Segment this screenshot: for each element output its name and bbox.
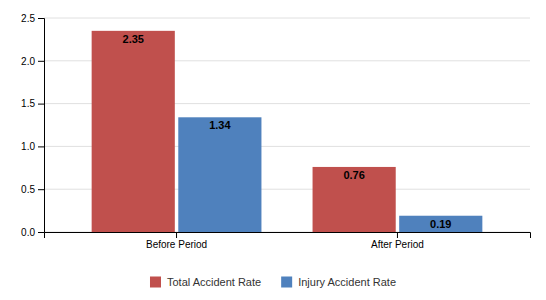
plot: 0.0 0.5 1.0 1.5 2.0 2.5 Before Period After Per… (21, 13, 530, 250)
bar (399, 216, 482, 232)
y-tick-label: 2.0 (21, 56, 35, 67)
data-label: 0.19 (430, 218, 451, 230)
data-label: 1.34 (209, 119, 231, 131)
y-tick: 1.0 (21, 141, 44, 152)
bar (92, 31, 175, 232)
grid (44, 18, 530, 232)
y-tick-label: 0.5 (21, 184, 35, 195)
y-tick: 1.5 (21, 98, 44, 109)
bars (92, 31, 483, 232)
y-tick-mark (38, 232, 44, 233)
x-axis-line (45, 233, 531, 239)
x-tick: Before Period (146, 232, 207, 250)
y-tick-label: 1.0 (21, 141, 35, 152)
x-tick-label: Before Period (146, 239, 207, 250)
y-tick-mark (38, 18, 44, 19)
y-tick-mark (38, 146, 44, 147)
grid-line (44, 18, 530, 19)
bar (313, 167, 396, 232)
legend-swatch (281, 277, 292, 288)
chart: 0.0 0.5 1.0 1.5 2.0 2.5 Before Period After Per… (0, 0, 546, 300)
y-tick-mark (38, 104, 44, 105)
x-tick-mark (397, 232, 398, 238)
x-tick-mark (176, 232, 177, 238)
bar (178, 117, 261, 232)
legend-label: Total Accident Rate (167, 276, 261, 288)
y-tick-mark (38, 189, 44, 190)
x-tick: After Period (371, 232, 424, 250)
data-labels: 2.35 0.76 1.34 0.19 (123, 33, 452, 230)
legend-label: Injury Accident Rate (298, 276, 396, 288)
x-tick-label: After Period (371, 239, 424, 250)
legend-item: Total Accident Rate (150, 276, 261, 288)
y-tick-mark (38, 61, 44, 62)
legend: Total Accident Rate Injury Accident Rate (150, 276, 396, 288)
y-axis-line (38, 19, 45, 233)
y-tick: 0.0 (21, 227, 44, 238)
x-axis: Before Period After Period (45, 232, 531, 250)
y-tick: 2.0 (21, 56, 44, 67)
y-tick-label: 2.5 (21, 13, 35, 24)
y-tick-label: 1.5 (21, 98, 35, 109)
y-axis: 0.0 0.5 1.0 1.5 2.0 2.5 (21, 13, 44, 238)
legend-swatch (150, 277, 161, 288)
y-tick: 0.5 (21, 184, 44, 195)
legend-item: Injury Accident Rate (281, 276, 396, 288)
y-tick-label: 0.0 (21, 227, 35, 238)
data-label: 2.35 (123, 33, 144, 45)
y-tick: 2.5 (21, 13, 44, 24)
data-label: 0.76 (343, 169, 364, 181)
